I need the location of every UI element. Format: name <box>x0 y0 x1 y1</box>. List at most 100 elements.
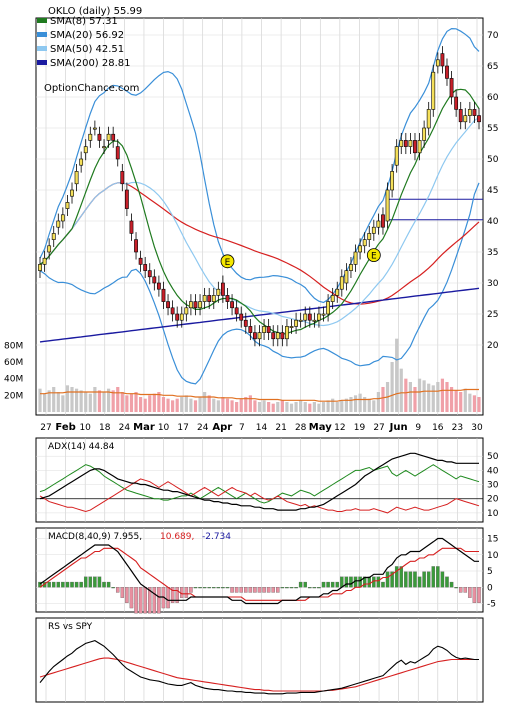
volume-bar-20 <box>129 393 134 412</box>
macd-hist-bar-93 <box>463 587 468 593</box>
candle-body-77 <box>390 171 395 191</box>
candle-body-82 <box>413 140 417 154</box>
price-tick-5: 45 <box>487 186 498 196</box>
volume-bar-37 <box>207 395 211 412</box>
minus-di-line <box>39 478 480 514</box>
adx-panel: 10 20 30 40 50 <box>35 437 499 523</box>
volume-bar-11 <box>88 393 92 412</box>
volume-bar-17 <box>116 387 120 412</box>
x-tick-17: 27 <box>373 423 384 433</box>
candle-body-89 <box>445 65 449 79</box>
volume-bar-39 <box>216 400 220 412</box>
x-tick-8: 24 <box>197 423 209 433</box>
macd-hist-bar-87 <box>436 566 440 588</box>
volume-bar-65 <box>335 402 339 412</box>
x-tick-19: 9 <box>415 423 421 433</box>
macd-hist-bar-7 <box>70 581 74 588</box>
candle-body-69 <box>353 251 358 265</box>
macd-hist-bar-2 <box>47 581 51 588</box>
volume-tick-2: 60M <box>4 358 23 368</box>
macd-hist-bar-68 <box>349 576 353 588</box>
candle-body-56 <box>294 319 298 327</box>
volume-bar-45 <box>244 397 248 412</box>
macd-tick-1: 0 <box>487 583 493 593</box>
candle-body-68 <box>349 264 353 271</box>
macd-hist-bar-17 <box>115 587 120 593</box>
volume-bar-72 <box>367 398 371 412</box>
macd-tick-3: 10 <box>487 551 499 561</box>
volume-bar-95 <box>472 395 477 412</box>
volume-bar-35 <box>198 397 202 412</box>
price-tick-9: 65 <box>487 62 498 72</box>
volume-bar-53 <box>280 400 284 412</box>
legend-swatch-0 <box>37 18 47 23</box>
macd-hist-bar-63 <box>326 581 330 588</box>
x-tick-9: Apr <box>212 422 232 433</box>
candle-body-90 <box>449 78 454 98</box>
macd-hist-bar-4 <box>56 581 61 588</box>
volume-bar-62 <box>321 402 326 412</box>
candle-body-91 <box>454 96 459 110</box>
volume-bar-0 <box>38 388 42 412</box>
price-tick-10: 70 <box>487 31 499 41</box>
volume-average-line <box>40 388 479 402</box>
price-panel: 20 25 30 35 40 45 50 55 60 65 70 20M 40M 60M 80M E E SMA(… <box>4 16 499 433</box>
candle-body-18 <box>120 171 125 185</box>
macd-hist-bar-76 <box>385 571 390 588</box>
candle-body-8 <box>74 171 79 185</box>
macd-hist-bar-70 <box>358 576 362 588</box>
volume-bar-33 <box>189 398 193 412</box>
macd-hist-bar-12 <box>93 576 97 588</box>
candle-body-57 <box>298 319 303 322</box>
volume-bar-9 <box>79 390 83 412</box>
macd-hist-bar-53 <box>280 587 285 589</box>
volume-bar-63 <box>326 400 330 412</box>
x-tick-4: 24 <box>119 423 131 433</box>
sma200-line <box>39 287 480 343</box>
earnings-marker-label-0: E <box>225 258 231 268</box>
candle-body-71 <box>362 239 367 247</box>
candle-body-80 <box>403 140 408 147</box>
macd-hist-bar-16 <box>111 587 115 589</box>
earnings-marker-1 <box>366 248 381 263</box>
candle-body-40 <box>221 282 225 296</box>
price-tick-2: 30 <box>487 279 499 289</box>
volume-bar-13 <box>97 390 102 412</box>
macd-hist-bar-64 <box>330 581 335 588</box>
macd-hist-bar-48 <box>257 587 262 593</box>
volume-bar-90 <box>449 387 454 412</box>
macd-hist-bar-58 <box>303 581 307 588</box>
volume-bar-79 <box>399 368 403 412</box>
candle-body-43 <box>234 307 239 315</box>
x-tick-2: 10 <box>79 423 91 433</box>
volume-bar-23 <box>143 398 147 412</box>
legend-swatch-1 <box>37 32 47 37</box>
volume-bar-44 <box>239 398 243 412</box>
macd-hist-bar-10 <box>83 576 88 588</box>
candle-body-95 <box>472 109 477 116</box>
legend-label-0: SMA(8) 57.31 <box>50 16 118 27</box>
candle-body-22 <box>138 257 143 265</box>
volume-bar-3 <box>52 387 56 412</box>
x-tick-20: 16 <box>432 423 444 433</box>
volume-bar-26 <box>157 392 161 412</box>
volume-bar-82 <box>413 387 417 412</box>
candle-body-13 <box>97 133 102 141</box>
macd-hist-bar-79 <box>399 566 404 588</box>
earnings-marker-0 <box>220 254 235 269</box>
x-tick-13: 28 <box>295 423 307 433</box>
volume-bar-38 <box>212 398 216 412</box>
adx-tick-2: 30 <box>487 481 499 491</box>
volume-bar-1 <box>42 393 47 412</box>
volume-bar-52 <box>276 402 280 412</box>
plus-di-line <box>39 464 480 504</box>
macd-hist-bar-39 <box>216 587 221 589</box>
candle-body-16 <box>111 133 116 141</box>
macd-hist-bar-66 <box>340 576 344 588</box>
candle-body-37 <box>207 295 212 302</box>
candle-body-78 <box>394 146 399 166</box>
volume-bar-36 <box>203 392 207 412</box>
macd-tick-4: 15 <box>487 535 498 545</box>
volume-tick-3: 80M <box>4 341 23 351</box>
